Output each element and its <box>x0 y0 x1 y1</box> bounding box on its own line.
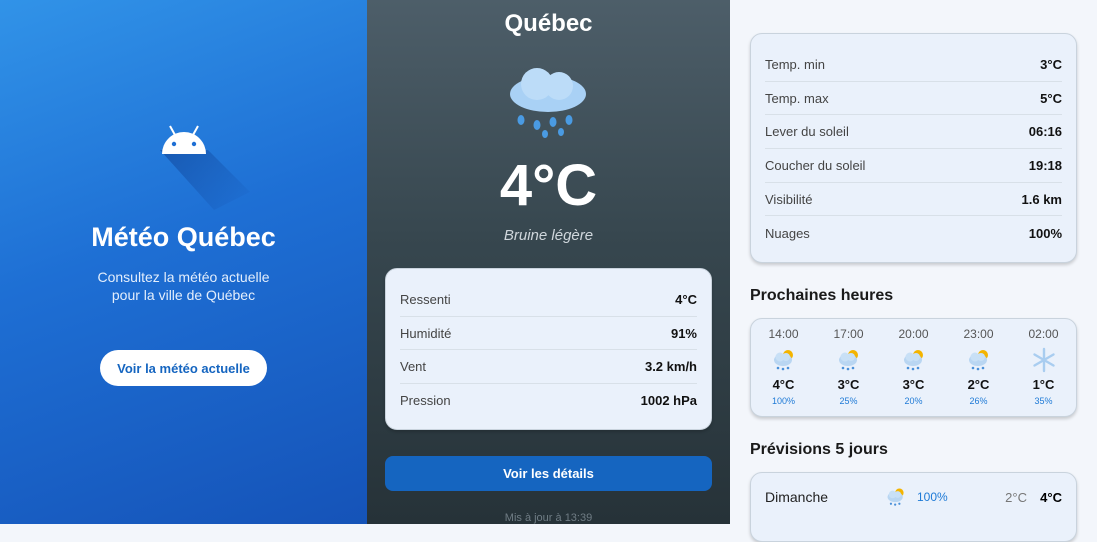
detail-value: 06:16 <box>1028 124 1062 140</box>
view-details-button[interactable]: Voir les détails <box>385 456 712 491</box>
hourly-forecast-card[interactable]: 14:00 4°C 100% 17:00 3°C 25% 20:00 3°C 20% 23:… <box>750 318 1077 417</box>
logo-shadow <box>160 150 250 210</box>
hour-precip: 25% <box>839 396 858 406</box>
hour-time: 23:00 <box>963 327 994 341</box>
detail-value: 5°C <box>1040 90 1062 106</box>
detail-row: Coucher du soleil 19:18 <box>765 149 1062 183</box>
detail-label: Coucher du soleil <box>765 157 866 173</box>
view-current-weather-button[interactable]: Voir la météo actuelle <box>100 350 267 386</box>
hourly-item: 17:00 3°C 25% <box>819 327 879 416</box>
hour-temp: 1°C <box>1032 377 1055 392</box>
daily-forecast-card: Dimanche 100% 2°C 4°C <box>750 472 1077 542</box>
detail-label: Lever du soleil <box>765 124 849 140</box>
detail-value: 3.2 km/h <box>644 359 697 375</box>
detail-value: 1002 hPa <box>640 393 697 409</box>
last-updated: Mis à jour à 13:39 <box>504 512 593 524</box>
detail-label: Ressenti <box>400 291 451 307</box>
detail-row: Temp. max 5°C <box>765 82 1062 116</box>
hour-precip: 26% <box>969 396 988 406</box>
subtitle-line: Consultez la météo actuelle <box>97 269 270 285</box>
detail-label: Nuages <box>765 225 810 241</box>
hour-precip: 35% <box>1034 396 1053 406</box>
detail-row: Temp. min 3°C <box>765 48 1062 82</box>
daily-row: Dimanche 100% 2°C 4°C <box>765 473 1062 521</box>
daily-title: Prévisions 5 jours <box>750 441 888 458</box>
detail-label: Pression <box>400 393 451 409</box>
day-max: 4°C <box>1040 489 1062 505</box>
details-panel: Temp. min 3°C Temp. max 5°C Lever du solei… <box>730 0 1097 542</box>
detail-row: Pression 1002 hPa <box>400 384 697 418</box>
hour-temp: 3°C <box>902 377 925 392</box>
hour-time: 17:00 <box>833 327 864 341</box>
hourly-item: 23:00 2°C 26% <box>949 327 1009 416</box>
detail-row: Visibilité 1.6 km <box>765 183 1062 217</box>
android-logo-icon <box>162 125 206 154</box>
detail-value: 3°C <box>1040 56 1062 72</box>
sun-rain-cloud-icon <box>771 347 797 373</box>
hourly-title: Prochaines heures <box>750 287 894 304</box>
weather-description: Bruine légère <box>503 227 594 244</box>
detail-value: 1.6 km <box>1021 191 1062 207</box>
hour-time: 20:00 <box>898 327 929 341</box>
detail-label: Vent <box>400 359 427 375</box>
detail-value: 100% <box>1028 225 1062 241</box>
day-min: 2°C <box>1005 489 1027 505</box>
hour-precip: 100% <box>771 396 796 406</box>
detail-row: Lever du soleil 06:16 <box>765 115 1062 150</box>
detail-value: 91% <box>670 325 697 341</box>
sun-rain-cloud-icon <box>966 347 992 373</box>
sun-rain-cloud-icon <box>836 347 862 373</box>
extra-details-card: Temp. min 3°C Temp. max 5°C Lever du solei… <box>750 33 1077 263</box>
city-name: Québec <box>504 10 593 37</box>
detail-label: Temp. min <box>765 56 825 72</box>
detail-row: Vent 3.2 km/h <box>400 350 697 385</box>
detail-value: 19:18 <box>1028 157 1062 173</box>
day-precip: 100% <box>917 490 948 504</box>
welcome-panel: Météo Québec Consultez la météo actuelle… <box>0 0 367 524</box>
hour-time: 14:00 <box>768 327 799 341</box>
sun-rain-cloud-icon <box>885 486 907 508</box>
hour-time: 02:00 <box>1028 327 1059 341</box>
detail-row: Nuages 100% <box>765 216 1062 250</box>
hour-temp: 4°C <box>772 377 795 392</box>
hourly-item: 02:00 1°C 35% <box>1014 327 1074 416</box>
subtitle-line: pour la ville de Québec <box>111 287 256 303</box>
hour-temp: 3°C <box>837 377 860 392</box>
detail-row: Ressenti 4°C <box>400 283 697 317</box>
current-temperature: 4°C <box>499 153 598 218</box>
detail-label: Temp. max <box>765 90 829 106</box>
snowflake-icon <box>1031 347 1057 373</box>
hour-temp: 2°C <box>967 377 990 392</box>
current-weather-panel: Québec 4°C Bruine légère Ressenti 4°C Hum… <box>367 0 730 524</box>
current-details-card: Ressenti 4°C Humidité 91% Vent 3.2 km/h Pre… <box>385 268 712 430</box>
app-subtitle: Consultez la météo actuelle pour la ville… <box>0 268 367 304</box>
hourly-item: 14:00 4°C 100% <box>754 327 814 416</box>
hour-precip: 20% <box>904 396 923 406</box>
sun-rain-cloud-icon <box>901 347 927 373</box>
rain-cloud-icon <box>510 68 586 138</box>
detail-label: Humidité <box>400 325 452 341</box>
app-title: Météo Québec <box>91 222 276 252</box>
detail-value: 4°C <box>675 291 697 307</box>
day-name: Dimanche <box>765 489 829 505</box>
detail-label: Visibilité <box>765 191 813 207</box>
hourly-item: 20:00 3°C 20% <box>884 327 944 416</box>
detail-row: Humidité 91% <box>400 317 697 351</box>
